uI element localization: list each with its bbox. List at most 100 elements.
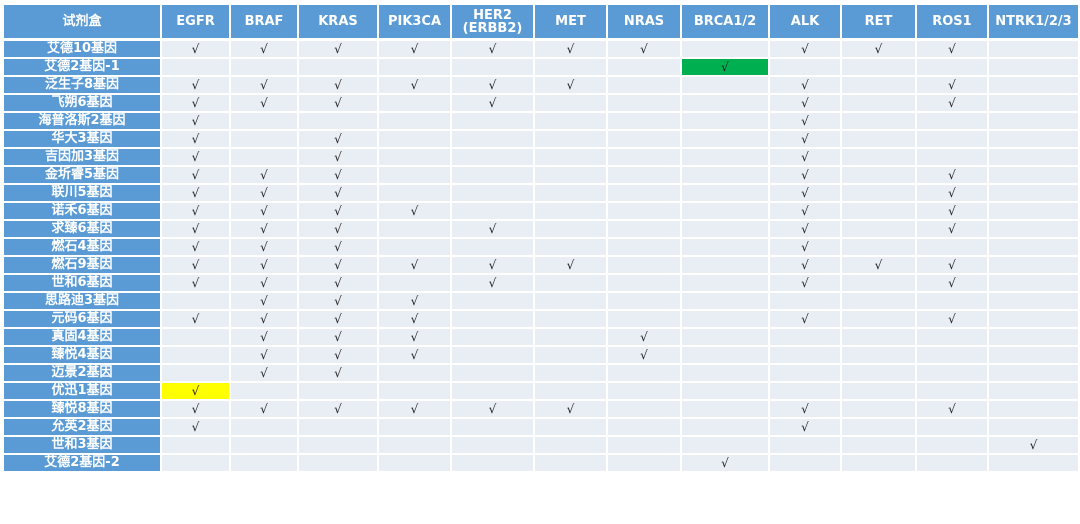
gene-check-cell: √ [915, 255, 989, 275]
gene-check-cell [987, 255, 1080, 275]
gene-check-cell [606, 183, 682, 203]
table-row: 优迅1基因 √ [2, 381, 1080, 401]
header-gene: HER2 (ERBB2) [450, 3, 535, 41]
gene-check-cell [533, 345, 608, 365]
gene-check-cell: √ [160, 75, 231, 95]
table-row: 世和3基因 √ [2, 435, 1080, 455]
kit-name: 艾德2基因-1 [2, 57, 162, 77]
gene-check-cell [915, 435, 989, 455]
gene-check-cell [606, 453, 682, 473]
kit-name: 臻悦4基因 [2, 345, 162, 365]
gene-check-cell [229, 129, 299, 149]
gene-check-cell: √ [915, 75, 989, 95]
gene-check-cell [680, 38, 770, 59]
gene-check-cell [450, 363, 535, 383]
gene-check-cell [915, 327, 989, 347]
gene-check-cell: √ [606, 38, 682, 59]
gene-check-cell: √ [377, 75, 452, 95]
gene-check-cell: √ [377, 345, 452, 365]
gene-check-cell [533, 93, 608, 113]
gene-check-cell: √ [450, 75, 535, 95]
gene-check-cell: √ [915, 165, 989, 185]
gene-check-cell: √ [450, 273, 535, 293]
table-row: 联川5基因 √ √ √ √ √ [2, 183, 1080, 203]
gene-check-cell: √ [987, 435, 1080, 455]
gene-check-cell [680, 273, 770, 293]
header-gene: KRAS [297, 3, 379, 41]
gene-check-cell [840, 219, 917, 239]
gene-check-cell [680, 327, 770, 347]
gene-check-cell [840, 417, 917, 437]
gene-check-cell [450, 183, 535, 203]
kit-name: 思路迪3基因 [2, 291, 162, 311]
gene-check-cell [987, 399, 1080, 419]
gene-check-cell [606, 363, 682, 383]
kit-name: 诺禾6基因 [2, 201, 162, 221]
gene-check-cell [229, 111, 299, 131]
gene-check-cell [915, 111, 989, 131]
gene-check-cell [840, 327, 917, 347]
gene-check-cell: √ [160, 93, 231, 113]
gene-check-cell [768, 435, 842, 455]
gene-check-cell [680, 201, 770, 221]
gene-check-cell: √ [533, 38, 608, 59]
gene-check-cell [450, 129, 535, 149]
gene-check-cell [377, 237, 452, 257]
gene-check-cell: √ [297, 327, 379, 347]
header-gene: NTRK1/2/3 [987, 3, 1080, 41]
kit-name: 臻悦8基因 [2, 399, 162, 419]
table-row: 允英2基因 √ √ [2, 417, 1080, 437]
gene-check-cell [987, 147, 1080, 167]
gene-check-cell [450, 417, 535, 437]
gene-check-cell: √ [160, 201, 231, 221]
gene-check-cell: √ [915, 273, 989, 293]
gene-check-cell [840, 147, 917, 167]
gene-check-cell [450, 327, 535, 347]
gene-check-cell: √ [915, 38, 989, 59]
gene-check-cell [377, 363, 452, 383]
gene-check-cell [229, 147, 299, 167]
gene-check-cell [606, 93, 682, 113]
gene-check-cell [840, 111, 917, 131]
gene-check-cell [987, 237, 1080, 257]
gene-check-cell [450, 165, 535, 185]
gene-check-cell: √ [768, 38, 842, 59]
gene-check-cell [160, 327, 231, 347]
gene-check-cell [533, 363, 608, 383]
gene-check-cell [680, 93, 770, 113]
gene-check-cell [915, 237, 989, 257]
gene-check-cell [840, 399, 917, 419]
gene-check-cell [768, 453, 842, 473]
gene-check-cell [606, 75, 682, 95]
gene-check-cell: √ [450, 255, 535, 275]
gene-check-cell: √ [297, 219, 379, 239]
kit-name: 金圻睿5基因 [2, 165, 162, 185]
gene-check-cell [606, 57, 682, 77]
table-row: 艾德10基因 √ √ √ √ √ √ √ √ √ √ [2, 38, 1080, 59]
gene-check-cell [606, 273, 682, 293]
gene-check-cell [987, 291, 1080, 311]
gene-check-cell: √ [533, 75, 608, 95]
gene-check-cell [297, 435, 379, 455]
kit-name: 燃石9基因 [2, 255, 162, 275]
gene-check-cell [768, 381, 842, 401]
header-kit: 试剂盒 [2, 3, 162, 41]
gene-check-cell: √ [229, 237, 299, 257]
gene-check-cell [915, 57, 989, 77]
header-gene: RET [840, 3, 917, 41]
gene-check-cell [915, 417, 989, 437]
gene-check-cell [987, 93, 1080, 113]
gene-check-cell: √ [229, 291, 299, 311]
gene-check-cell [450, 201, 535, 221]
kit-name: 华大3基因 [2, 129, 162, 149]
table-row: 艾德2基因-1 √ [2, 57, 1080, 77]
header-gene: BRAF [229, 3, 299, 41]
gene-check-cell [840, 201, 917, 221]
gene-check-cell [377, 417, 452, 437]
gene-check-cell [606, 435, 682, 455]
gene-check-cell [680, 345, 770, 365]
gene-check-cell [377, 57, 452, 77]
gene-check-cell: √ [160, 417, 231, 437]
gene-check-cell [450, 57, 535, 77]
gene-check-cell: √ [768, 237, 842, 257]
